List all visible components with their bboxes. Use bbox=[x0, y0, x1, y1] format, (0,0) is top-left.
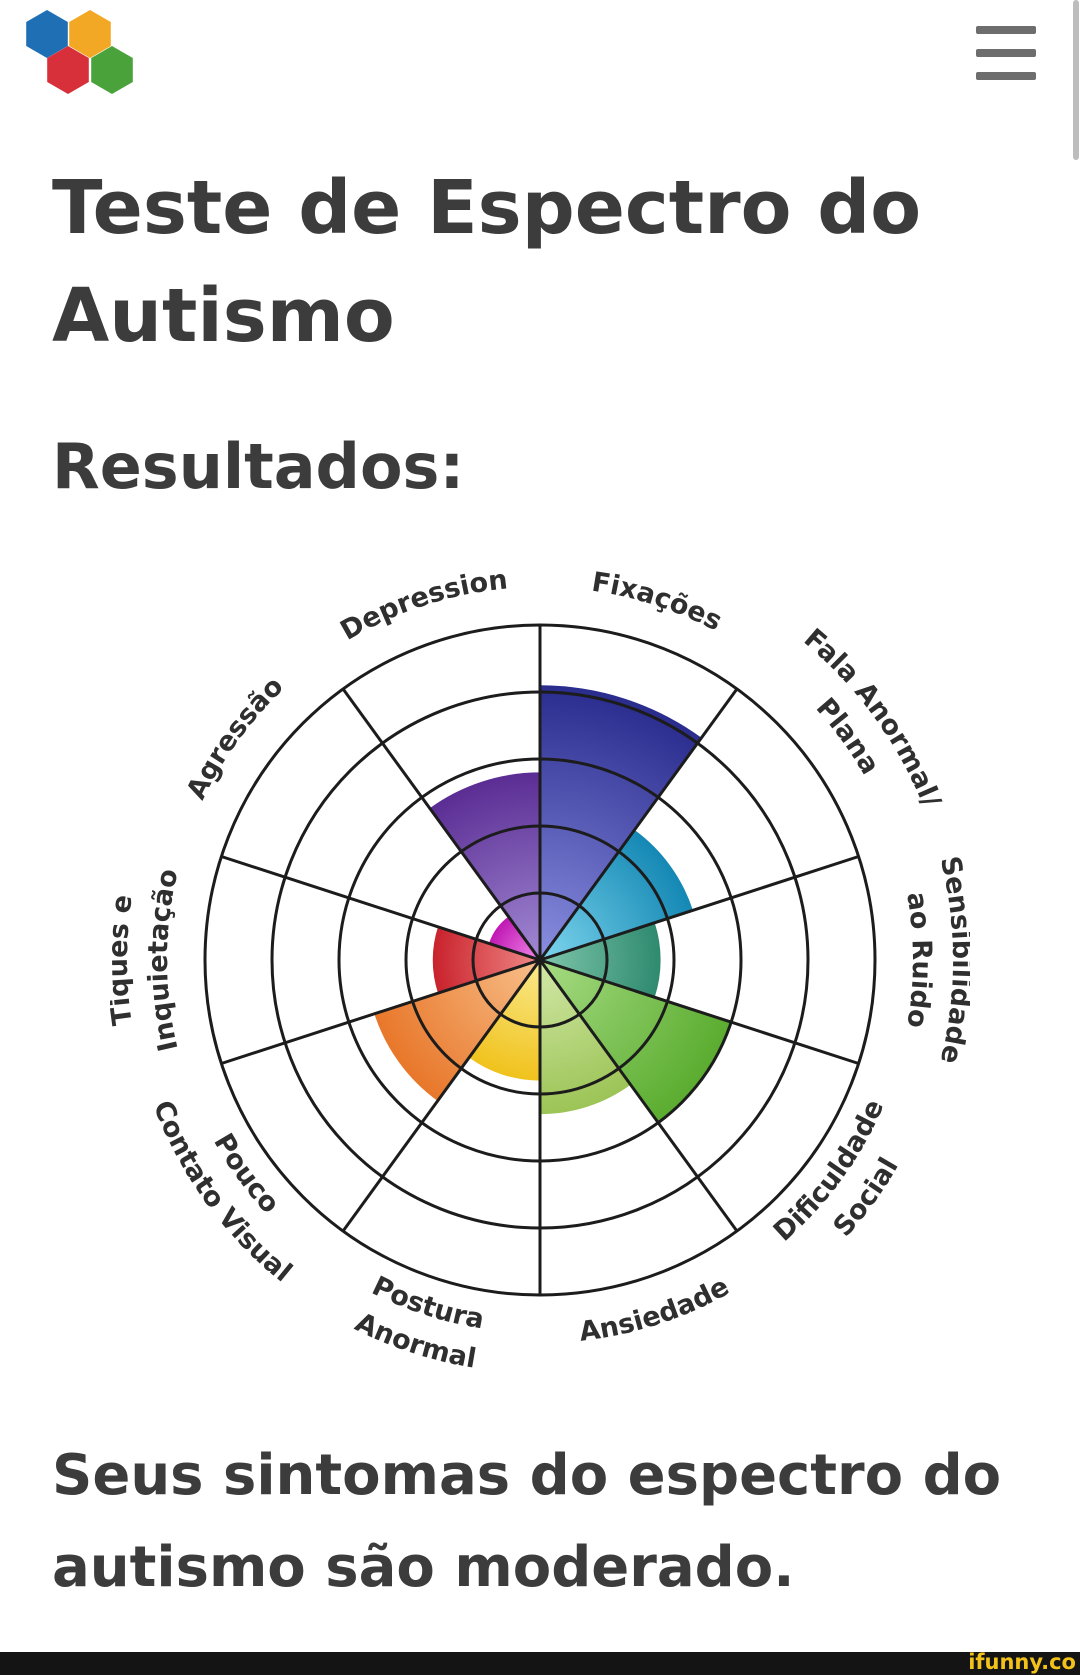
menu-bar bbox=[976, 26, 1036, 34]
sector-sensibilidade-ao-ruido bbox=[540, 922, 661, 998]
sector-dificuldade-social bbox=[540, 960, 732, 1123]
ifunny-watermark: ifunny.co bbox=[968, 1650, 1076, 1674]
chart-grid bbox=[203, 623, 877, 1297]
category-label: Ansiedade bbox=[577, 1271, 734, 1348]
grid-spoke bbox=[341, 959, 542, 1232]
category-label: Fixações bbox=[590, 567, 727, 638]
sector-pouco-contato-visual bbox=[374, 960, 540, 1101]
logo-hex-red bbox=[47, 46, 89, 94]
footer-bar bbox=[0, 1652, 1080, 1675]
site-logo[interactable] bbox=[22, 6, 147, 102]
grid-spoke bbox=[220, 958, 541, 1065]
grid-spoke bbox=[539, 958, 860, 1065]
category-label: Inquietação bbox=[143, 866, 185, 1054]
menu-bar bbox=[976, 72, 1036, 80]
category-label: Depression bbox=[335, 564, 509, 646]
category-label: Sensibilidade bbox=[934, 853, 970, 1066]
logo-hex-orange bbox=[69, 10, 111, 58]
sector-tiques-e-inquieta-o bbox=[432, 926, 540, 994]
grid-spoke bbox=[220, 855, 541, 962]
grid-spoke bbox=[539, 855, 860, 962]
sector-agress-o bbox=[489, 916, 540, 960]
page-scrollbar[interactable] bbox=[1073, 0, 1079, 160]
category-label: Agressão bbox=[181, 671, 290, 804]
grid-spoke bbox=[538, 688, 739, 961]
hamburger-menu-icon[interactable] bbox=[974, 24, 1038, 82]
sector-fixa-es bbox=[540, 685, 702, 960]
logo-hexagons-icon bbox=[26, 10, 133, 94]
chart-sectors bbox=[374, 685, 732, 1123]
grid-spoke bbox=[341, 688, 542, 961]
results-heading: Resultados: bbox=[52, 430, 465, 503]
result-summary: Seus sintomas do espectro do autismo são… bbox=[52, 1443, 1002, 1600]
category-label: ao Ruido bbox=[900, 890, 937, 1030]
grid-spoke bbox=[538, 959, 739, 1232]
sector-postura-anormal bbox=[469, 960, 540, 1081]
logo-hex-green bbox=[91, 46, 133, 94]
sector-fala-anormal-plana bbox=[540, 829, 693, 960]
page-title: Teste de Espectro do Autismo bbox=[52, 165, 922, 359]
sector-depression bbox=[429, 772, 540, 960]
menu-bar bbox=[976, 49, 1036, 57]
category-label: Tiques e bbox=[110, 893, 139, 1027]
logo-hex-blue bbox=[26, 10, 68, 58]
